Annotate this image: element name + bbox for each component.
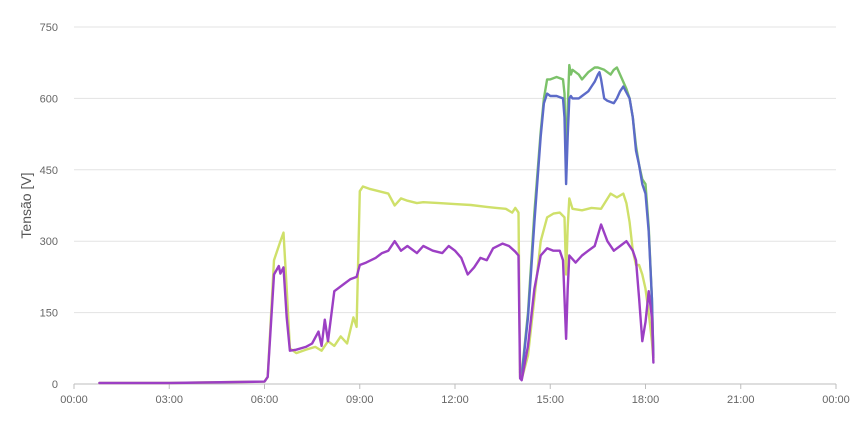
x-tick-label: 15:00 (536, 394, 564, 406)
series-line-3 (98, 185, 655, 385)
x-tick-label: 09:00 (346, 394, 374, 406)
series-line-4 (98, 223, 655, 385)
x-tick-label: 21:00 (727, 394, 755, 406)
x-tick-label: 06:00 (251, 394, 279, 406)
x-tick-label: 03:00 (155, 394, 183, 406)
x-tick-label: 00:00 (822, 394, 850, 406)
series-line-1 (518, 63, 655, 376)
series-line-2 (518, 70, 655, 379)
series-layer (98, 63, 655, 385)
y-tick-label: 300 (40, 236, 58, 248)
y-tick-label: 750 (40, 22, 58, 34)
y-axis-title: Tensão [V] (18, 172, 34, 238)
x-axis (73, 383, 837, 389)
x-axis-tick-labels: 00:00 03:00 06:00 09:00 12:00 15:00 18:00 21:00… (60, 394, 850, 406)
y-axis-tick-labels: 0 150 300 450 600 750 (40, 22, 58, 391)
grid-lines (74, 26, 836, 314)
x-tick-label: 12:00 (441, 394, 469, 406)
y-tick-label: 450 (40, 165, 58, 177)
y-tick-label: 600 (40, 93, 58, 105)
y-tick-label: 0 (52, 379, 58, 391)
x-tick-label: 18:00 (632, 394, 660, 406)
x-tick-label: 00:00 (60, 394, 88, 406)
y-tick-label: 150 (40, 308, 58, 320)
